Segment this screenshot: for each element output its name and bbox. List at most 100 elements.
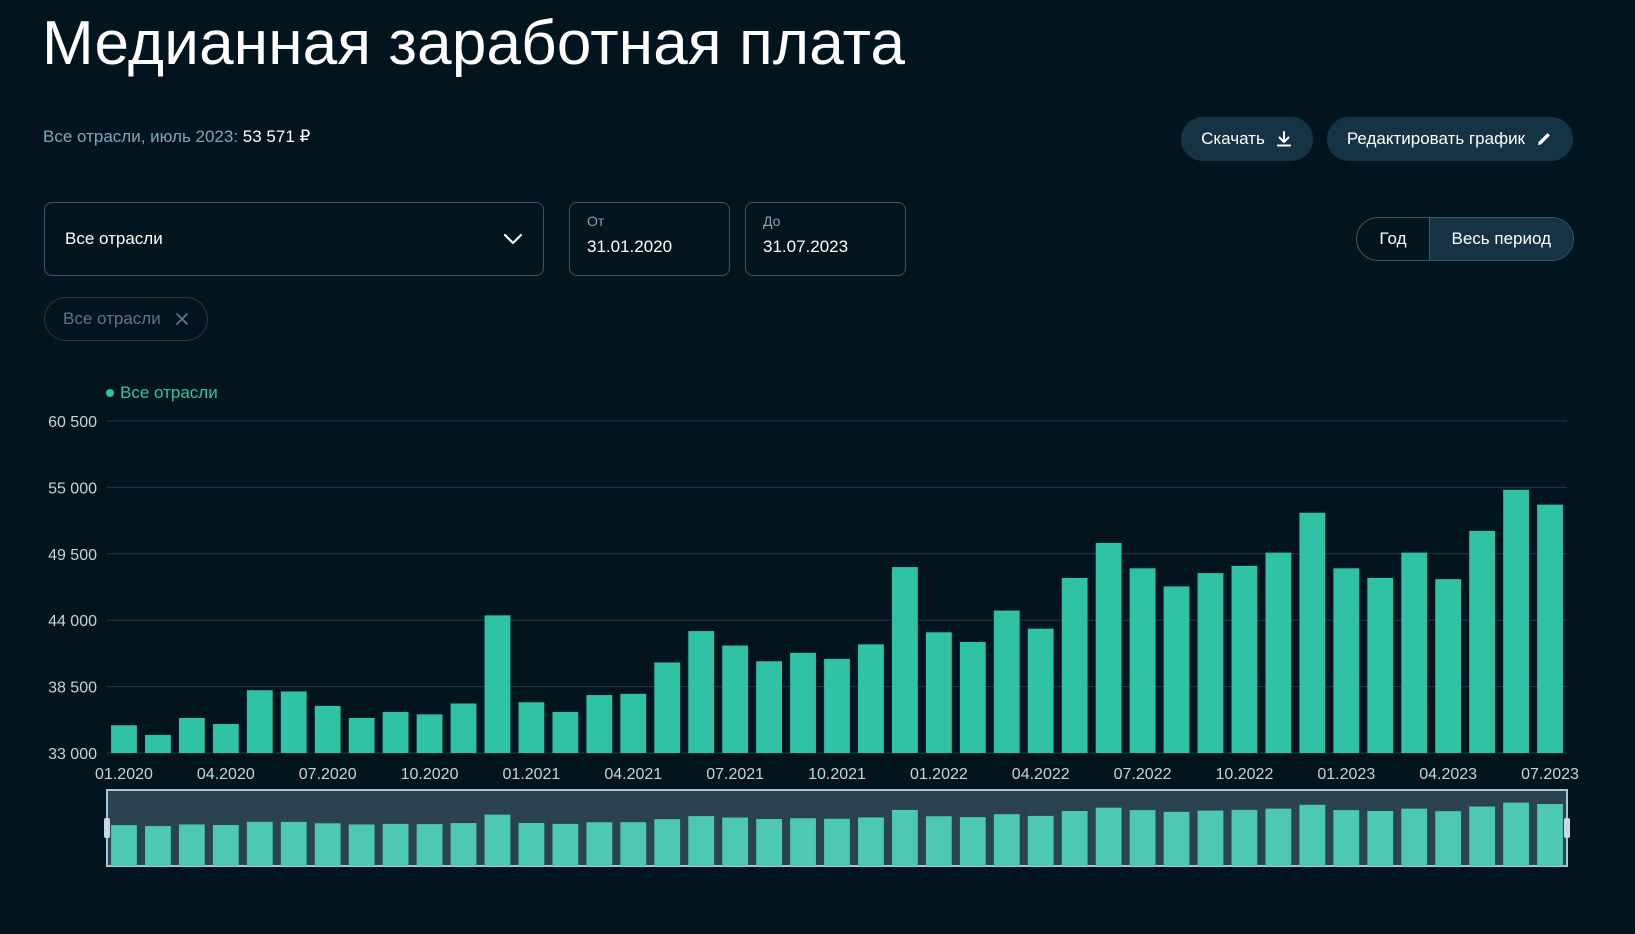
- date-to-field[interactable]: До 31.07.2023: [745, 202, 906, 276]
- bar: [518, 702, 545, 753]
- y-tick-label: 38 500: [48, 680, 97, 697]
- x-tick-label: 07.2023: [1521, 766, 1579, 783]
- bar: [824, 658, 850, 753]
- bar: [1503, 489, 1529, 753]
- chart-legend[interactable]: Все отрасли: [106, 383, 218, 403]
- navigator-bar: [892, 810, 918, 866]
- date-from-value: 31.01.2020: [587, 237, 673, 256]
- navigator-bar: [790, 818, 816, 866]
- navigator-right-handle[interactable]: [1564, 818, 1570, 838]
- navigator-bar: [654, 819, 681, 866]
- x-tick-label: 01.2021: [502, 766, 560, 783]
- x-tick-label: 10.2020: [401, 766, 459, 783]
- navigator-bar: [1027, 815, 1054, 866]
- navigator-bar: [382, 823, 409, 866]
- legend-label: Все отрасли: [120, 383, 218, 402]
- navigator-bar: [246, 821, 273, 866]
- x-tick-label: 07.2022: [1114, 766, 1172, 783]
- bar: [959, 641, 986, 753]
- bar: [1163, 586, 1190, 753]
- date-from-label: От: [587, 213, 605, 229]
- bar: [1367, 577, 1394, 753]
- pencil-icon: [1538, 133, 1550, 145]
- bar: [790, 652, 816, 753]
- chart-actions: Скачать Редактировать график: [1181, 117, 1573, 161]
- industry-select-value: Все отрасли: [65, 229, 163, 248]
- x-tick-label: 10.2021: [808, 766, 866, 783]
- navigator-left-handle[interactable]: [104, 818, 110, 838]
- x-tick-label: 04.2020: [197, 766, 255, 783]
- bar: [1129, 568, 1156, 753]
- bar: [654, 662, 681, 753]
- navigator-bar: [1197, 810, 1224, 866]
- industry-select[interactable]: Все отрасли: [44, 202, 544, 276]
- navigator-bar: [824, 818, 850, 866]
- bar: [1265, 552, 1292, 753]
- period-toggle: Год Весь период: [1356, 217, 1574, 261]
- navigator-bar: [1367, 811, 1394, 866]
- close-icon[interactable]: [175, 312, 189, 326]
- navigator-bar: [178, 824, 205, 866]
- period-all-button[interactable]: Весь период: [1429, 218, 1573, 260]
- navigator-bar: [993, 814, 1020, 866]
- navigator-bar: [722, 817, 749, 866]
- x-tick-label: 10.2022: [1216, 766, 1274, 783]
- x-tick-label: 07.2021: [706, 766, 764, 783]
- navigator-bar: [314, 823, 341, 866]
- x-tick-label: 01.2022: [910, 766, 968, 783]
- bar: [484, 615, 511, 753]
- date-from-field[interactable]: От 31.01.2020: [569, 202, 730, 276]
- y-tick-label: 49 500: [48, 547, 97, 564]
- navigator-bar: [858, 817, 884, 866]
- bar: [722, 645, 749, 753]
- x-tick-label: 01.2023: [1317, 766, 1375, 783]
- navigator-bar: [756, 819, 782, 866]
- legend-dot-icon: [106, 389, 114, 397]
- download-icon: [1276, 131, 1291, 147]
- edit-chart-button[interactable]: Редактировать график: [1326, 117, 1573, 161]
- navigator-bar: [1435, 811, 1462, 866]
- chevron-down-icon: [503, 233, 523, 245]
- bar: [993, 610, 1020, 753]
- bar: [145, 734, 171, 753]
- y-tick-label: 44 000: [48, 613, 97, 630]
- bar: [925, 632, 952, 753]
- navigator-bar: [518, 822, 545, 866]
- y-tick-label: 55 000: [48, 480, 97, 497]
- bar: [1197, 573, 1224, 753]
- bar: [552, 711, 579, 753]
- filter-chip: Все отрасли: [44, 297, 208, 341]
- summary-label: Все отрасли, июль 2023:: [43, 127, 243, 146]
- date-to-value: 31.07.2023: [763, 237, 849, 256]
- bar: [892, 567, 918, 753]
- bar: [1401, 552, 1428, 753]
- bar: [1537, 504, 1563, 753]
- navigator-bar: [1333, 810, 1360, 866]
- bar: [348, 717, 375, 753]
- navigator-bar: [925, 816, 952, 866]
- bar: [1095, 542, 1122, 753]
- bar: [1027, 628, 1054, 753]
- bar: [1299, 512, 1326, 753]
- date-to-label: До: [763, 213, 781, 229]
- bar: [756, 661, 782, 753]
- page-title: Медианная заработная плата: [42, 9, 906, 78]
- y-tick-label: 33 000: [48, 746, 97, 763]
- bar: [280, 691, 307, 753]
- x-tick-label: 04.2023: [1419, 766, 1477, 783]
- navigator-bar: [280, 821, 307, 866]
- bar: [1061, 577, 1088, 753]
- navigator-bar: [1129, 810, 1156, 866]
- navigator-bar: [1537, 804, 1563, 866]
- download-button[interactable]: Скачать: [1181, 117, 1313, 161]
- bar: [450, 703, 477, 753]
- bar: [246, 690, 273, 753]
- x-tick-label: 04.2022: [1012, 766, 1070, 783]
- navigator-bar: [1401, 808, 1428, 866]
- navigator-bar: [1299, 804, 1326, 866]
- bar: [1469, 530, 1496, 753]
- bar: [111, 725, 137, 753]
- navigator-bar: [1469, 806, 1496, 866]
- navigator-bar: [688, 816, 715, 866]
- period-year-button[interactable]: Год: [1357, 218, 1430, 260]
